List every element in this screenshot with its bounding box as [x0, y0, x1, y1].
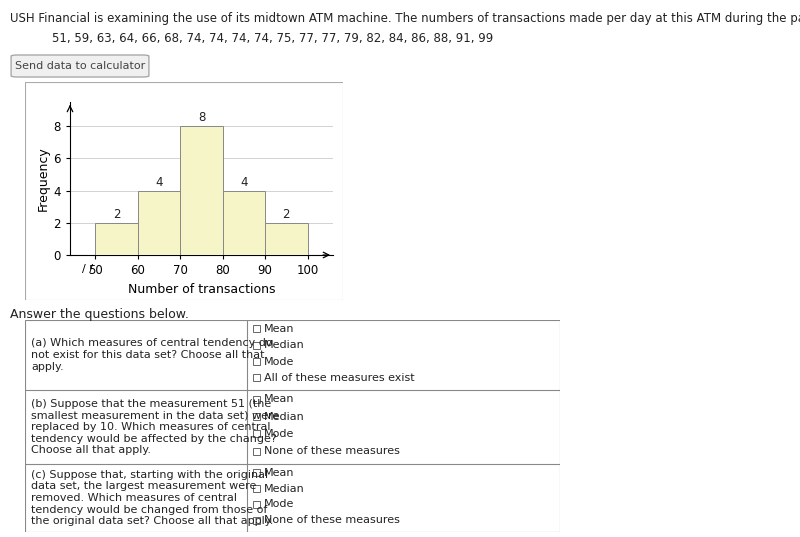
- Text: 51, 59, 63, 64, 66, 68, 74, 74, 74, 74, 75, 77, 77, 79, 82, 84, 86, 88, 91, 99: 51, 59, 63, 64, 66, 68, 74, 74, 74, 74, …: [52, 32, 494, 45]
- Text: 2: 2: [282, 208, 290, 221]
- Text: Median: Median: [264, 412, 305, 422]
- Bar: [253, 430, 260, 437]
- Bar: [253, 358, 260, 365]
- Text: None of these measures: None of these measures: [264, 515, 400, 525]
- Bar: [253, 325, 260, 332]
- Text: 8: 8: [198, 111, 205, 124]
- Text: Mode: Mode: [264, 429, 294, 439]
- Bar: [138, 191, 180, 255]
- Bar: [253, 342, 260, 349]
- Text: 4: 4: [240, 176, 248, 188]
- FancyBboxPatch shape: [11, 55, 149, 77]
- Bar: [253, 517, 260, 524]
- Text: Mode: Mode: [264, 499, 294, 509]
- Bar: [253, 448, 260, 455]
- Text: Send data to calculator: Send data to calculator: [15, 61, 145, 71]
- Text: Median: Median: [264, 340, 305, 350]
- Text: All of these measures exist: All of these measures exist: [264, 373, 414, 383]
- Text: / /: / /: [82, 264, 94, 274]
- Text: 4: 4: [155, 176, 163, 188]
- Text: USH Financial is examining the use of its midtown ATM machine. The numbers of tr: USH Financial is examining the use of it…: [10, 12, 800, 25]
- Text: (c) Suppose that, starting with the original
data set, the largest measurement w: (c) Suppose that, starting with the orig…: [31, 470, 274, 526]
- Text: 2: 2: [113, 208, 121, 221]
- Text: Mean: Mean: [264, 395, 294, 404]
- Bar: [253, 469, 260, 476]
- Bar: [265, 223, 307, 255]
- Text: (a) Which measures of central tendency do
not exist for this data set? Choose al: (a) Which measures of central tendency d…: [31, 338, 273, 372]
- Bar: [253, 413, 260, 420]
- Text: Answer the questions below.: Answer the questions below.: [10, 308, 190, 321]
- Text: (b) Suppose that the measurement 51 (the
smallest measurement in the data set) w: (b) Suppose that the measurement 51 (the…: [31, 399, 279, 455]
- Text: Mean: Mean: [264, 324, 294, 334]
- Text: Median: Median: [264, 483, 305, 494]
- Text: Mode: Mode: [264, 357, 294, 367]
- Bar: [253, 396, 260, 403]
- X-axis label: Number of transactions: Number of transactions: [128, 282, 275, 295]
- Y-axis label: Frequency: Frequency: [36, 146, 50, 211]
- Bar: [253, 374, 260, 381]
- Bar: [95, 223, 138, 255]
- Bar: [180, 126, 222, 255]
- Text: None of these measures: None of these measures: [264, 446, 400, 456]
- Bar: [253, 485, 260, 492]
- Bar: [253, 501, 260, 508]
- Bar: [222, 191, 265, 255]
- Text: Mean: Mean: [264, 468, 294, 478]
